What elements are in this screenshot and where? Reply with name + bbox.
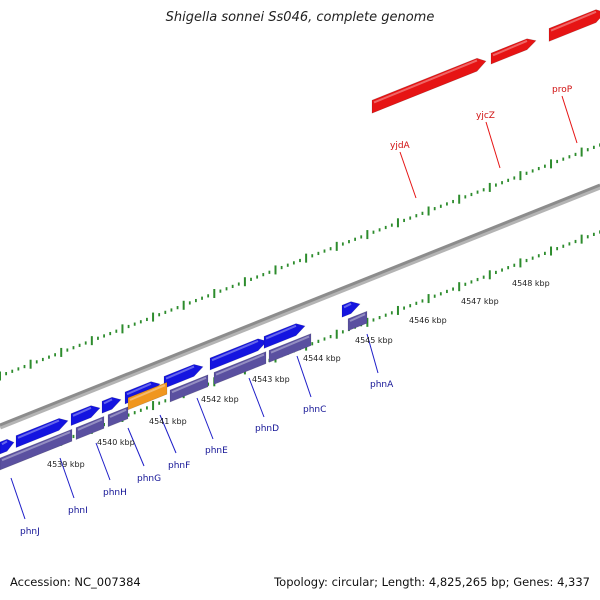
forward-gene-arrow [209,338,268,371]
forward-gene-arrow [263,323,306,349]
reverse-gene-block-highlight [171,376,207,394]
gene-label: proP [552,85,573,95]
forward-gene-arrow-highlight [72,406,92,417]
red-gene-arrow [490,38,537,65]
gene-callout-line [399,151,417,199]
kbp-label: 4541 kbp [149,417,187,426]
red-gene-arrow-highlight [373,59,478,104]
forward-gene-arrow-highlight [1,440,8,446]
genome-stats-text: Topology: circular; Length: 4,825,265 bp… [274,575,590,589]
kbp-label: 4545 kbp [355,336,393,345]
red-gene-arrow-highlight [492,39,528,57]
forward-gene-arrow-highlight [103,398,113,405]
forward-gene-arrow [0,438,15,455]
reverse-gene-block-highlight [215,353,265,376]
gene-callout-line [366,333,379,374]
genome-backbone-shadow [0,184,600,430]
highlighted-gene [127,381,168,411]
gene-callout-line [196,397,214,440]
gene-callout-line [248,377,265,418]
forward-gene-arrow-highlight [126,382,152,396]
reverse-gene-block-highlight [77,418,103,431]
kbp-labels: 4539 kbp 4540 kbp 4541 kbp 4542 kbp 4543 kbp… [47,279,550,469]
gene-callout-line [127,427,145,467]
reverse-gene-block-highlight [349,313,366,322]
red-gene-arrow [371,57,487,114]
gene-callouts: yjdA yjcZ proP phnJ phnI phnH phnG phnF phnE phnD… [10,85,578,537]
forward-gene-arrow-highlight [343,302,352,309]
reverse-gene-block [213,351,267,385]
forward-gene-arrow [15,418,69,449]
gene-callout-line [10,477,26,520]
kbp-label: 4547 kbp [461,297,499,306]
reverse-gene-block [268,333,312,363]
gene-label: phnG [137,474,161,484]
gene-callout-line [561,95,578,144]
gene-callout-line [159,414,177,454]
kbp-label: 4546 kbp [409,316,447,325]
forward-gene-arrow [101,396,122,414]
gene-label: phnH [103,488,127,498]
reverse-gene-block [347,310,368,332]
reverse-gene-block-highlight [109,408,127,418]
reverse-gene-block [0,428,73,471]
forward-gene-arrow-highlight [265,324,297,340]
forward-gene-arrow-highlight [211,340,259,362]
gene-features [0,9,600,471]
kbp-label: 4539 kbp [47,460,85,469]
map-title: Shigella sonnei Ss046, complete genome [165,10,435,25]
forward-gene-arrow [341,301,361,318]
gene-callout-line [485,121,501,169]
gene-label: phnD [255,424,279,434]
gene-label: phnJ [20,527,40,537]
gene-label: phnI [68,506,88,516]
accession-text: Accession: NC_007384 [10,575,141,589]
reverse-gene-block [169,374,209,403]
reverse-gene-block-highlight [1,431,71,462]
gene-label: phnE [205,446,228,456]
reverse-gene-block [75,415,105,441]
kbp-label: 4540 kbp [97,438,135,447]
red-gene-arrow-highlight [550,10,597,32]
reverse-gene-block [107,406,129,428]
forward-gene-arrow-highlight [17,419,60,439]
gene-label: yjdA [390,141,411,151]
kbp-label: 4543 kbp [252,375,290,384]
gene-label: phnF [168,461,190,471]
reverse-gene-block-highlight [270,335,310,354]
kbp-label: 4548 kbp [512,279,550,288]
highlighted-gene-highlight [129,384,166,401]
gene-label: phnC [303,405,326,415]
gene-callout-line [296,355,312,398]
outer-ticks [0,143,600,381]
forward-gene-arrow [70,405,101,427]
gene-callout-line [95,442,111,481]
forward-gene-arrow-highlight [165,365,195,380]
genome-backbone [0,183,600,427]
kbp-label: 4542 kbp [201,395,239,404]
red-gene-arrow [548,9,600,42]
gene-callout-line [59,457,75,499]
gene-label: phnA [370,380,394,390]
kbp-label: 4544 kbp [303,354,341,363]
gene-label: yjcZ [476,111,495,121]
